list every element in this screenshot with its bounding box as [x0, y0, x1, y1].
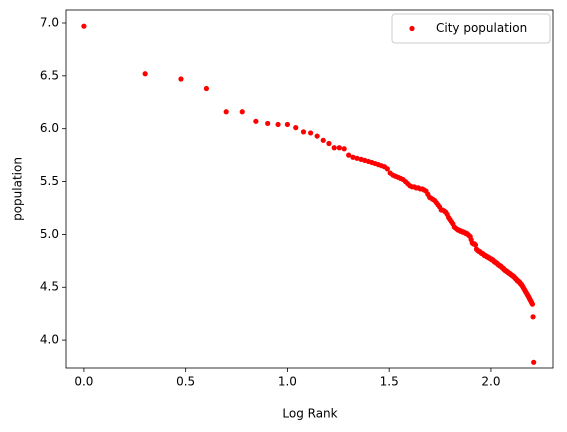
point: [472, 242, 479, 248]
point: [223, 109, 229, 115]
x-tick-label: 1.5: [380, 375, 399, 389]
point: [530, 314, 536, 320]
point: [284, 121, 291, 128]
point: [253, 118, 259, 124]
point: [265, 120, 271, 127]
y-tick-label: 5.0: [40, 227, 59, 241]
point: [203, 85, 210, 92]
point: [350, 154, 356, 160]
plot-frame: [65, 9, 554, 369]
y-tick-label: 6.5: [40, 68, 59, 82]
x-tick-label: 2.0: [481, 375, 500, 389]
y-tick-label: 5.5: [40, 174, 59, 188]
point: [239, 109, 245, 115]
x-tick-label: 0.0: [74, 375, 93, 389]
point: [346, 152, 352, 158]
y-tick-label: 4.5: [40, 280, 59, 294]
point: [300, 129, 307, 135]
point: [142, 71, 148, 77]
point: [336, 145, 342, 151]
point: [341, 146, 347, 152]
point: [331, 145, 337, 151]
point: [308, 130, 314, 136]
point: [354, 155, 360, 161]
y-axis-label: population: [11, 157, 25, 221]
legend-box: [391, 13, 551, 44]
point: [81, 23, 87, 29]
point: [326, 140, 332, 147]
point: [314, 133, 320, 139]
point: [384, 166, 390, 172]
point: [529, 301, 536, 307]
x-tick-label: 0.5: [176, 375, 195, 389]
y-tick-label: 6.0: [40, 121, 59, 135]
legend-marker: [409, 25, 415, 32]
y-tick-label: 4.0: [40, 333, 59, 347]
point: [320, 137, 326, 143]
legend-label: City population: [436, 21, 527, 35]
point: [293, 125, 299, 131]
x-axis-label: Log Rank: [282, 407, 337, 421]
y-tick-label: 7.0: [40, 16, 59, 30]
point: [178, 76, 184, 82]
x-tick-label: 1.0: [278, 375, 297, 389]
point: [531, 359, 537, 365]
point: [275, 121, 281, 128]
